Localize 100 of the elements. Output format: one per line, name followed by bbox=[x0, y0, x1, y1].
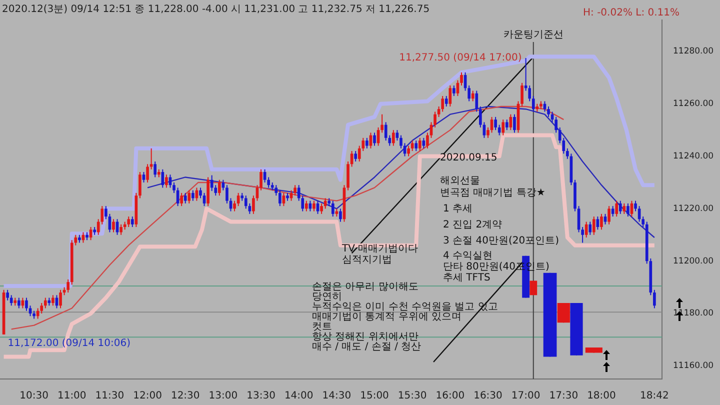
y-tick-label: 11220.00 bbox=[673, 204, 714, 214]
candlestick bbox=[17, 297, 20, 309]
candlestick bbox=[513, 114, 516, 134]
candlestick bbox=[59, 289, 62, 309]
candlestick bbox=[165, 174, 168, 188]
candlestick bbox=[142, 171, 146, 183]
x-tick-label: 14:00 bbox=[284, 390, 314, 402]
candlestick bbox=[161, 168, 164, 188]
annotation: 1 추세 bbox=[443, 204, 473, 215]
candlestick bbox=[600, 213, 603, 230]
candlestick bbox=[316, 200, 320, 214]
y-tick-label: 11160.00 bbox=[673, 361, 714, 372]
candlestick bbox=[154, 161, 157, 178]
candlestick bbox=[588, 221, 592, 236]
x-tick-label: 11:00 bbox=[57, 390, 86, 402]
annotation: 해외선물 bbox=[440, 176, 480, 187]
candlestick bbox=[236, 192, 240, 207]
annotation: 11,172.00 (09/14 10:06) bbox=[8, 338, 131, 350]
candlestick bbox=[396, 130, 399, 142]
annotation: TV 매매기법이다 bbox=[341, 244, 418, 255]
y-tick-label: 11260.00 bbox=[673, 99, 714, 110]
annotation: 매매기법이 통계적 우위에 있으며 bbox=[312, 312, 462, 323]
candlestick bbox=[146, 164, 149, 183]
candlestick bbox=[592, 216, 596, 236]
candlestick bbox=[206, 176, 210, 207]
candlestick bbox=[418, 137, 422, 152]
x-tick-label: 17:30 bbox=[549, 390, 578, 402]
candlestick bbox=[604, 213, 607, 225]
x-tick-label: 18:00 bbox=[587, 390, 616, 402]
candlestick bbox=[486, 126, 490, 138]
candlestick bbox=[547, 106, 550, 118]
candlestick bbox=[407, 145, 410, 157]
candlestick bbox=[475, 90, 478, 112]
candlestick bbox=[188, 190, 191, 204]
candlestick bbox=[444, 95, 448, 107]
candlestick bbox=[626, 202, 630, 218]
ref-line-label: 카운팅기준선 bbox=[503, 30, 564, 41]
candlestick bbox=[392, 130, 395, 146]
candlestick bbox=[498, 124, 501, 136]
candlestick bbox=[282, 192, 286, 207]
candlestick bbox=[596, 216, 600, 230]
y-tick-label: 11280.00 bbox=[673, 46, 714, 57]
x-tick-label: 15:00 bbox=[360, 390, 389, 402]
candlestick bbox=[10, 294, 13, 306]
chart-title: 2020.12(3분) 09/14 12:51 종 11,228.00 -4.00 시 11,231.00 고 11,232.75 저 11,226.75 bbox=[2, 3, 430, 16]
candlestick bbox=[366, 137, 368, 149]
candlestick bbox=[331, 200, 334, 218]
x-tick-label: 13:00 bbox=[208, 390, 238, 402]
x-tick-label: 18:42 bbox=[640, 390, 669, 402]
candlestick bbox=[210, 174, 214, 192]
candlestick bbox=[218, 179, 221, 196]
candlestick bbox=[52, 294, 54, 306]
candlestick bbox=[233, 200, 236, 212]
candlestick bbox=[274, 184, 278, 196]
candlestick bbox=[494, 116, 497, 131]
candlestick bbox=[89, 226, 92, 241]
candlestick bbox=[615, 200, 618, 218]
candlestick bbox=[452, 85, 456, 96]
x-tick-label: 13:30 bbox=[246, 390, 276, 402]
x-tick-label: 16:00 bbox=[436, 390, 465, 402]
candlestick bbox=[618, 200, 622, 214]
candlestick bbox=[66, 278, 70, 294]
candlestick bbox=[304, 200, 308, 212]
candlestick bbox=[653, 289, 656, 309]
candlestick bbox=[226, 184, 228, 204]
x-tick-label: 12:30 bbox=[170, 390, 200, 402]
candlestick bbox=[434, 111, 436, 128]
candlestick bbox=[184, 192, 187, 204]
annotation: 11,277.50 (09/14 17:00) bbox=[399, 52, 522, 64]
candlestick bbox=[120, 224, 122, 236]
candlestick bbox=[400, 134, 402, 149]
candlestick bbox=[180, 192, 183, 207]
x-tick-label: 14:30 bbox=[322, 390, 352, 402]
candlestick bbox=[584, 221, 588, 238]
candlestick bbox=[278, 190, 282, 207]
candlestick bbox=[611, 206, 614, 218]
x-tick-label: 15:30 bbox=[398, 390, 427, 402]
candlestick bbox=[6, 289, 9, 301]
candlestick bbox=[138, 171, 142, 199]
candlestick bbox=[339, 208, 342, 222]
candlestick bbox=[557, 302, 570, 324]
x-tick-label: 10:30 bbox=[20, 390, 48, 402]
candlestick bbox=[127, 216, 130, 228]
candlestick bbox=[460, 72, 463, 86]
candlestick bbox=[471, 90, 474, 102]
annotation: 손절은 아무리 많이해도 bbox=[312, 282, 418, 293]
annotation: 매수 / 매도 / 손절 / 청산 bbox=[312, 342, 422, 353]
candlestick bbox=[130, 216, 134, 228]
candlestick bbox=[25, 297, 28, 312]
candlestick bbox=[320, 202, 323, 214]
candlestick bbox=[448, 85, 452, 107]
candlestick bbox=[634, 200, 637, 212]
candlestick bbox=[202, 192, 206, 207]
x-tick-label: 12:00 bbox=[133, 390, 162, 402]
candlestick bbox=[192, 190, 194, 202]
candlestick bbox=[410, 140, 414, 152]
x-tick-label: 16:30 bbox=[474, 390, 502, 402]
candlestick bbox=[505, 119, 508, 131]
candlestick bbox=[260, 168, 262, 191]
candlestick bbox=[112, 218, 115, 233]
